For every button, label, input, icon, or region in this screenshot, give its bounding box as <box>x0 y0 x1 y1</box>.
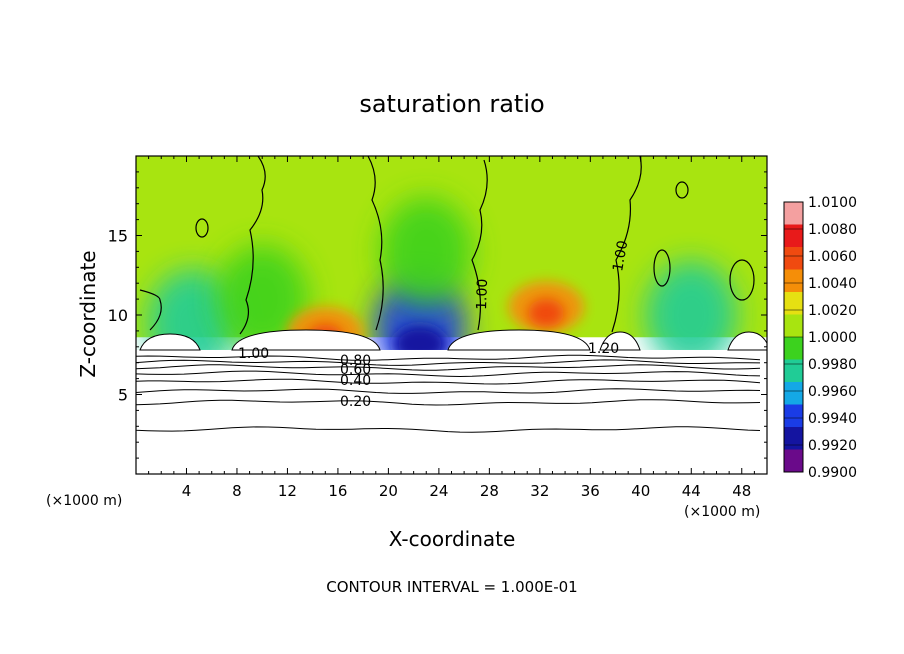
contour-interval-text: CONTOUR INTERVAL = 1.000E-01 <box>326 578 577 596</box>
below-cloud-region <box>136 349 767 474</box>
x-axis-label: X-coordinate <box>389 527 516 551</box>
cloud-top-bump <box>139 333 201 351</box>
x-tick-label: 28 <box>480 482 499 500</box>
colorbar-tick-label: 0.9980 <box>808 357 857 373</box>
subsaturated-region <box>645 261 738 369</box>
colorbar-swatch <box>784 449 803 472</box>
colorbar-tick-label: 0.9920 <box>808 438 857 454</box>
colorbar-swatch <box>784 359 803 382</box>
contour-lines <box>136 156 761 433</box>
isoline <box>136 378 761 385</box>
contour-label: 1.20 <box>588 341 619 357</box>
subsaturated-region <box>380 197 473 306</box>
x-tick-label: 20 <box>379 482 398 500</box>
colorbar-tick-label: 1.0020 <box>808 303 857 319</box>
colorbar-tick-label: 0.9960 <box>808 384 857 400</box>
x-axis: 4 8 12 16 20 24 28 32 36 40 44 48 <box>148 156 755 500</box>
colorbar-tick-label: 0.9900 <box>808 465 857 481</box>
contour-label: 1.00 <box>474 278 491 310</box>
colorbar-tick-label: 1.0040 <box>808 276 857 292</box>
y-axis: 5 10 15 <box>108 171 767 459</box>
x-tick-label: 8 <box>232 482 242 500</box>
contour-label: 1.00 <box>238 346 269 362</box>
subsaturated-region <box>216 245 309 354</box>
x-tick-label: 48 <box>732 482 751 500</box>
chart-title: saturation ratio <box>359 90 544 118</box>
x-unit-right: (×1000 m) <box>684 504 760 520</box>
isoline <box>136 364 761 371</box>
cloud-top-bump <box>599 331 641 351</box>
contour-label: 1.00 <box>610 239 631 272</box>
colorbar-tick-label: 1.0060 <box>808 249 857 265</box>
isoline <box>136 370 761 378</box>
x-tick-label: 44 <box>682 482 701 500</box>
isoline <box>136 399 761 406</box>
colorbar-swatch <box>784 314 803 337</box>
x-tick-label: 24 <box>429 482 448 500</box>
contour-1-00 <box>471 159 488 331</box>
contour-island <box>653 249 671 287</box>
contour-1-00 <box>611 156 642 333</box>
saturation-field <box>136 156 767 474</box>
colorbar-swatch <box>784 269 803 292</box>
contour-island <box>675 181 689 199</box>
colorbar-swatch <box>784 427 803 450</box>
contour-island <box>195 218 209 238</box>
colorbar-swatch <box>784 202 803 225</box>
contour-label: 0.60 <box>340 362 371 378</box>
colorbar-swatch <box>784 337 803 360</box>
contour-island <box>729 259 755 301</box>
contour-1-00 <box>139 289 162 331</box>
cloud-top-bump <box>447 329 591 351</box>
colorbar: 1.0100 1.0080 1.0060 1.0040 1.0020 1.0000 0.99… <box>783 195 857 481</box>
contour-1-00 <box>367 156 384 331</box>
x-tick-label: 12 <box>278 482 297 500</box>
colorbar-swatch <box>784 247 803 270</box>
colorbar-swatch <box>784 382 803 405</box>
colorbar-swatch <box>784 292 803 315</box>
y-tick-label: 5 <box>118 386 128 405</box>
x-tick-label: 16 <box>328 482 347 500</box>
contour-label: 0.20 <box>340 394 371 410</box>
x-unit-left: (×1000 m) <box>46 493 122 509</box>
y-tick-label: 10 <box>108 306 128 325</box>
isoline <box>136 388 761 394</box>
colorbar-tick-label: 0.9940 <box>808 411 857 427</box>
colorbar-tick-label: 1.0000 <box>808 330 857 346</box>
x-tick-label: 40 <box>631 482 650 500</box>
colorbar-swatch <box>784 224 803 247</box>
colorbar-swatch <box>784 404 803 427</box>
x-tick-label: 36 <box>581 482 600 500</box>
y-axis-label: Z-coordinate <box>76 250 100 377</box>
supersaturated-core <box>528 299 565 328</box>
isoline <box>136 359 761 366</box>
cloud-top-bump <box>727 331 767 351</box>
isoline <box>136 354 761 361</box>
x-tick-label: 32 <box>530 482 549 500</box>
cloud-top-bump <box>231 329 381 351</box>
x-tick-label: 4 <box>182 482 192 500</box>
contour-label: 0.40 <box>340 373 371 389</box>
isoline <box>136 426 761 433</box>
y-tick-label: 15 <box>108 227 128 246</box>
contour-labels: 1.00 1.00 1.00 1.20 0.80 0.60 0.40 0.20 <box>238 239 631 410</box>
contour-1-00 <box>239 156 266 335</box>
contour-label: 0.80 <box>340 353 371 369</box>
colorbar-tick-label: 1.0100 <box>808 195 857 211</box>
colorbar-tick-label: 1.0080 <box>808 222 857 238</box>
